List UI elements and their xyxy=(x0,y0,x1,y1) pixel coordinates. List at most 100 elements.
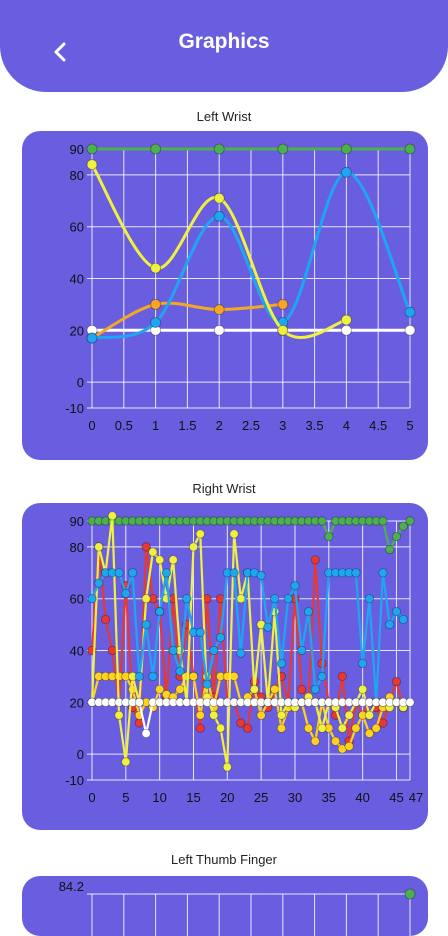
data-point-blue xyxy=(215,632,226,643)
data-point-yellow xyxy=(344,710,354,720)
chart-title-right-wrist: Right Wrist xyxy=(192,481,256,496)
data-point-gold xyxy=(330,736,341,746)
data-point-blue xyxy=(148,671,158,681)
data-point-green xyxy=(398,521,408,531)
data-point-red xyxy=(243,723,253,733)
data-point-gold xyxy=(371,723,381,733)
chart-right-wrist: 0 5 10 15 20 25 30 35 40 45 47 90 80 60 40 20 0 -10 xyxy=(65,511,423,805)
x-tick-label: 25 xyxy=(254,790,268,805)
data-point-blue xyxy=(303,607,314,617)
data-point-blue xyxy=(236,648,246,658)
data-point-yellow xyxy=(209,710,219,720)
data-point-blue xyxy=(182,594,192,604)
data-point-blue xyxy=(378,568,388,578)
data-point-green xyxy=(277,143,289,155)
data-point-blue xyxy=(276,658,287,669)
y-tick-label: 20 xyxy=(70,323,84,338)
x-tick-label: 5 xyxy=(406,418,413,433)
x-tick-label: 40 xyxy=(355,790,369,805)
chevron-left-icon xyxy=(54,42,66,62)
data-point-blue xyxy=(317,671,327,681)
data-point-yellow xyxy=(277,324,289,336)
data-point-green xyxy=(404,888,416,900)
y-tick-label: 0 xyxy=(77,375,84,390)
chart-card-left-wrist: 0 0.5 1 1.5 2 2.5 3 3.5 4 4.5 5 90 80 60 40 20 0 -10 xyxy=(22,131,428,460)
data-point-gold xyxy=(364,728,375,738)
data-point-red xyxy=(195,723,205,733)
data-point-red xyxy=(141,542,151,552)
x-tick-label: 3 xyxy=(279,418,286,433)
x-tick-label: 1 xyxy=(152,418,159,433)
data-point-green xyxy=(86,143,98,155)
data-point-yellow xyxy=(340,314,352,326)
data-point-white xyxy=(404,324,416,336)
data-point-yellow xyxy=(155,555,165,565)
data-point-blue xyxy=(340,166,352,178)
data-point-yellow xyxy=(213,192,225,204)
x-tick-label: 20 xyxy=(220,790,234,805)
data-point-yellow xyxy=(276,710,287,720)
y-tick-label: 60 xyxy=(70,220,84,235)
x-tick-label: 4 xyxy=(343,418,350,433)
data-point-yellow xyxy=(107,511,117,521)
data-point-yellow xyxy=(114,710,124,720)
data-point-green xyxy=(404,143,416,155)
y-tick-label: 80 xyxy=(70,168,84,183)
y-tick-label: 40 xyxy=(70,644,84,659)
data-point-blue xyxy=(256,570,266,580)
data-point-yellow xyxy=(168,555,178,565)
data-point-blue xyxy=(86,332,98,344)
data-point-red xyxy=(236,718,246,728)
data-point-blue xyxy=(385,620,395,630)
data-point-green xyxy=(405,516,415,526)
y-tick-label: 90 xyxy=(70,514,84,529)
data-point-gold xyxy=(276,723,287,733)
back-button[interactable] xyxy=(44,32,78,72)
data-point-orange xyxy=(277,298,289,310)
data-point-gold xyxy=(229,671,239,681)
data-point-yellow xyxy=(364,710,375,720)
y-tick-label: 90 xyxy=(70,142,84,157)
x-tick-label: 0 xyxy=(88,790,95,805)
x-tick-label: 35 xyxy=(322,790,336,805)
data-point-yellow xyxy=(188,542,199,552)
data-point-white xyxy=(134,697,144,707)
data-point-blue xyxy=(150,317,162,328)
data-point-yellow xyxy=(236,594,246,604)
chart-title-left-wrist: Left Wrist xyxy=(196,109,252,124)
page-title: Graphics xyxy=(178,30,270,53)
x-tick-label: 2 xyxy=(216,418,223,433)
x-tick-label: 30 xyxy=(288,790,302,805)
data-point-blue xyxy=(263,622,273,632)
data-point-blue xyxy=(114,568,124,578)
y-tick-label: 0 xyxy=(77,747,84,762)
data-point-blue xyxy=(175,666,185,676)
x-tick-label: 5 xyxy=(122,790,129,805)
data-point-green xyxy=(324,531,334,542)
x-tick-label: 0.5 xyxy=(115,418,133,433)
data-point-blue xyxy=(213,210,225,222)
data-point-blue xyxy=(364,594,375,604)
app-header: Graphics xyxy=(0,0,448,92)
y-tick-label: 84.2 xyxy=(59,879,84,894)
data-point-yellow xyxy=(337,723,347,733)
data-point-white xyxy=(340,324,352,336)
data-point-green xyxy=(391,531,402,542)
x-tick-label: 47 xyxy=(409,790,423,805)
data-point-blue xyxy=(351,568,361,578)
y-tick-label: -10 xyxy=(65,773,84,788)
data-point-blue xyxy=(398,614,408,625)
x-tick-label: 1.5 xyxy=(178,418,196,433)
data-point-yellow xyxy=(222,762,232,772)
data-point-blue xyxy=(283,594,293,604)
data-point-white xyxy=(141,728,151,738)
y-tick-label: 40 xyxy=(70,272,84,287)
data-point-yellow xyxy=(249,684,259,694)
data-point-white xyxy=(213,324,225,336)
x-tick-label: 2.5 xyxy=(242,418,260,433)
x-tick-label: 3.5 xyxy=(306,418,324,433)
data-point-yellow xyxy=(121,757,131,767)
data-point-blue xyxy=(290,581,300,591)
chart-card-left-thumb: 84.2 xyxy=(22,876,428,936)
data-point-gold xyxy=(310,736,320,746)
